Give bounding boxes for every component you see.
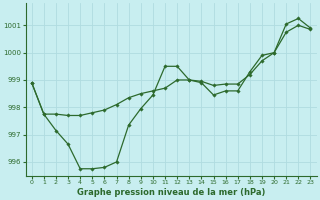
X-axis label: Graphe pression niveau de la mer (hPa): Graphe pression niveau de la mer (hPa): [77, 188, 265, 197]
